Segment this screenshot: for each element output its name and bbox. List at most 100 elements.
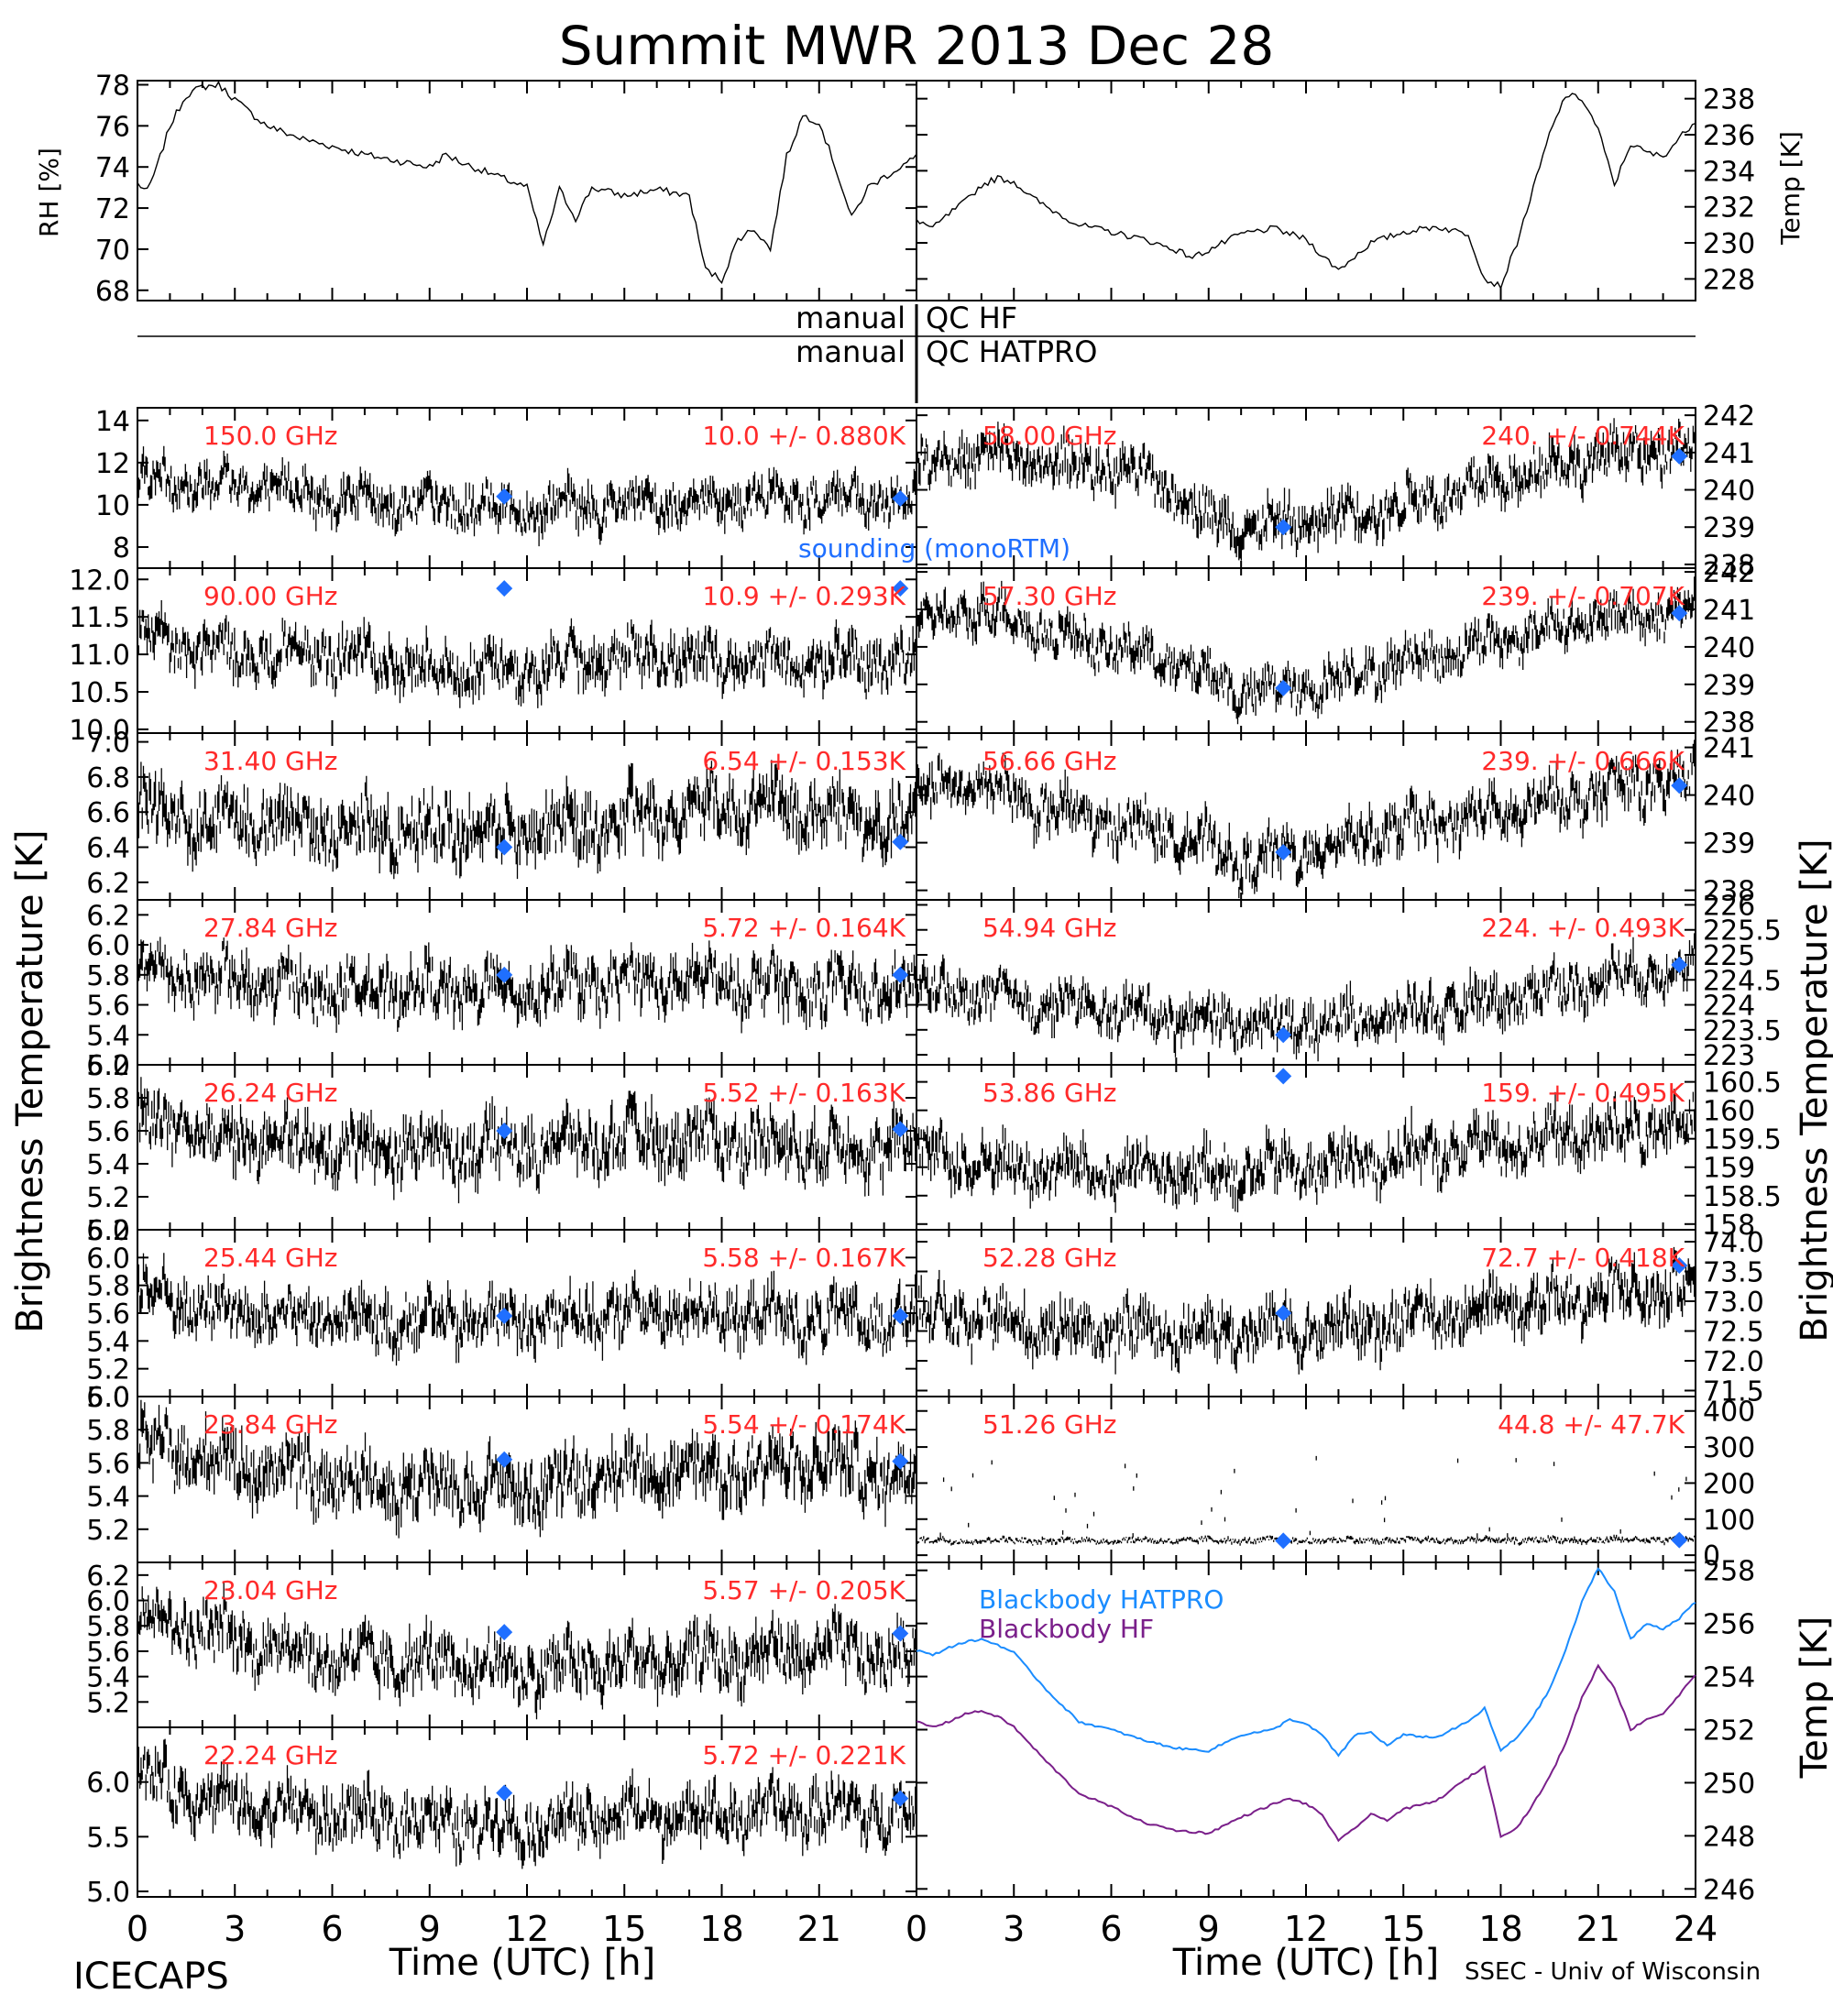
y-tick-label: 240 bbox=[1703, 632, 1755, 664]
y-tick-label: 6.0 bbox=[86, 1586, 130, 1618]
freq-label: 22.24 GHz bbox=[203, 1740, 338, 1770]
panel-p5228: 71.572.072.573.073.574.0 52.28 GHz 72.7 +/… bbox=[916, 1227, 1764, 1408]
panel-p2624: 5.05.25.45.65.86.026.24 GHz 5.52 +/- 0.16… bbox=[86, 1050, 917, 1247]
sounding-marker bbox=[1671, 605, 1688, 622]
y-tick-label: 236 bbox=[1703, 120, 1755, 152]
stat-label: 5.52 +/- 0.163K bbox=[702, 1078, 906, 1108]
freq-label: 57.30 GHz bbox=[982, 581, 1117, 611]
sounding-marker bbox=[1275, 1026, 1292, 1044]
stat-label: 10.9 +/- 0.293K bbox=[702, 581, 906, 611]
trace-p5800 bbox=[916, 418, 1696, 561]
x-tick-label: 24 bbox=[1674, 1909, 1718, 1949]
y-tick-label: 224 bbox=[1703, 991, 1755, 1023]
stat-label: 239. +/- 0.707K bbox=[1481, 581, 1685, 611]
x-tick-label: 12 bbox=[1284, 1909, 1328, 1949]
y-tick-label: 5.4 bbox=[86, 1662, 130, 1694]
trace-p90 bbox=[137, 600, 916, 708]
sounding-marker bbox=[496, 488, 513, 505]
y-tick-label: 5.4 bbox=[86, 1482, 130, 1514]
sounding-marker bbox=[1671, 447, 1688, 465]
y-tick-label: 6.0 bbox=[86, 1768, 130, 1800]
sounding-marker bbox=[496, 580, 513, 597]
y-tick-label: 158.5 bbox=[1703, 1181, 1782, 1213]
y-tick-label: 238 bbox=[1703, 707, 1755, 740]
y-tick-label: 158 bbox=[1703, 1210, 1755, 1242]
freq-label: 31.40 GHz bbox=[203, 746, 338, 776]
x-tick-label: 0 bbox=[906, 1909, 927, 1949]
y-tick-label: 230 bbox=[1703, 228, 1755, 260]
legend-hatpro: Blackbody HATPRO bbox=[979, 1584, 1224, 1615]
y-tick-label: 10.0 bbox=[69, 715, 130, 747]
qc-hatpro-tag: QC HATPRO bbox=[926, 334, 1097, 369]
y-tick-label: 5.4 bbox=[86, 1149, 130, 1181]
x-tick-label: 3 bbox=[224, 1909, 246, 1949]
y-tick-label: 5.2 bbox=[86, 1354, 130, 1386]
y-tick-label: 239 bbox=[1703, 512, 1755, 544]
sounding-marker bbox=[496, 1308, 513, 1325]
y-tick-label: 228 bbox=[1703, 264, 1755, 296]
y-tick-label: 6.8 bbox=[86, 762, 130, 794]
sounding-marker bbox=[1275, 519, 1292, 536]
y-tick-label: 74 bbox=[95, 152, 130, 184]
y-tick-label: 223 bbox=[1703, 1040, 1755, 1072]
y-tick-label: 242 bbox=[1703, 557, 1755, 589]
y-tick-label: 6.2 bbox=[86, 868, 130, 900]
x-tick-label: 18 bbox=[699, 1909, 743, 1949]
x-tick-label: 21 bbox=[797, 1909, 841, 1949]
qc-hf-manual: manual bbox=[796, 301, 906, 335]
freq-label: 23.04 GHz bbox=[203, 1575, 338, 1605]
rh-plot: 68 70 72 74 76 78 bbox=[95, 70, 917, 308]
y-tick-label: 5.8 bbox=[86, 1271, 130, 1303]
y-tick-label: 12 bbox=[95, 448, 130, 480]
y-tick-label: 5.2 bbox=[86, 1515, 130, 1547]
freq-label: 23.84 GHz bbox=[203, 1409, 338, 1440]
y-tick-label: 11.5 bbox=[69, 602, 130, 634]
trace-p5666 bbox=[916, 740, 1696, 899]
sounding-marker bbox=[1275, 1305, 1292, 1321]
sounding-legend: sounding (monoRTM) bbox=[798, 533, 1070, 564]
y-tick-label: 241 bbox=[1703, 595, 1755, 627]
y-tick-label: 256 bbox=[1703, 1609, 1755, 1641]
blackbody-series-1 bbox=[916, 1663, 1696, 1843]
sounding-marker bbox=[496, 838, 513, 856]
sounding-marker bbox=[892, 1452, 909, 1470]
y-tick-label: 238 bbox=[1703, 84, 1755, 116]
y-tick-label: 252 bbox=[1703, 1715, 1755, 1748]
freq-label: 58.00 GHz bbox=[982, 421, 1117, 451]
y-tick-label: 5.8 bbox=[86, 1083, 130, 1115]
y-tick-label: 6.4 bbox=[86, 833, 130, 865]
y-tick-label: 78 bbox=[95, 70, 130, 102]
freq-label: 25.44 GHz bbox=[203, 1243, 338, 1273]
sounding-marker bbox=[1275, 844, 1292, 860]
rh-y-axis-label: RH [%] bbox=[34, 148, 64, 237]
y-tick-label: 159.5 bbox=[1703, 1124, 1782, 1156]
stat-label: 5.57 +/- 0.205K bbox=[702, 1575, 906, 1605]
y-tick-label: 10.5 bbox=[69, 677, 130, 709]
y-tick-label: 5.6 bbox=[86, 1637, 130, 1669]
y-tick-label: 223.5 bbox=[1703, 1015, 1782, 1047]
y-tick-label: 5.6 bbox=[86, 1298, 130, 1331]
stat-label: 6.54 +/- 0.153K bbox=[702, 746, 906, 776]
footer-ssec: SSEC - Univ of Wisconsin bbox=[1465, 1958, 1761, 1986]
y-tick-label: 246 bbox=[1703, 1874, 1755, 1906]
y-tick-label: 5.4 bbox=[86, 1020, 130, 1052]
y-tick-label: 232 bbox=[1703, 192, 1755, 225]
panel-p2544: 5.05.25.45.65.86.06.225.44 GHz 5.58 +/- 0… bbox=[86, 1215, 917, 1414]
y-tick-label: 6.2 bbox=[86, 1215, 130, 1247]
x-tick-label: 6 bbox=[321, 1909, 343, 1949]
x-tick-label: 9 bbox=[419, 1909, 441, 1949]
qc-hf-tag: QC HF bbox=[926, 301, 1017, 335]
y-tick-label: 5.0 bbox=[86, 1382, 130, 1414]
sounding-marker bbox=[1671, 1531, 1688, 1549]
x-tick-label: 9 bbox=[1198, 1909, 1220, 1949]
y-tick-label: 240 bbox=[1703, 476, 1755, 508]
x-tick-label: 15 bbox=[1381, 1909, 1425, 1949]
y-tick-label: 5.4 bbox=[86, 1326, 130, 1358]
stat-label: 72.7 +/- 0.418K bbox=[1481, 1243, 1685, 1273]
y-tick-label: 234 bbox=[1703, 156, 1755, 188]
freq-label: 90.00 GHz bbox=[203, 581, 338, 611]
y-tick-label: 5.0 bbox=[86, 1215, 130, 1247]
